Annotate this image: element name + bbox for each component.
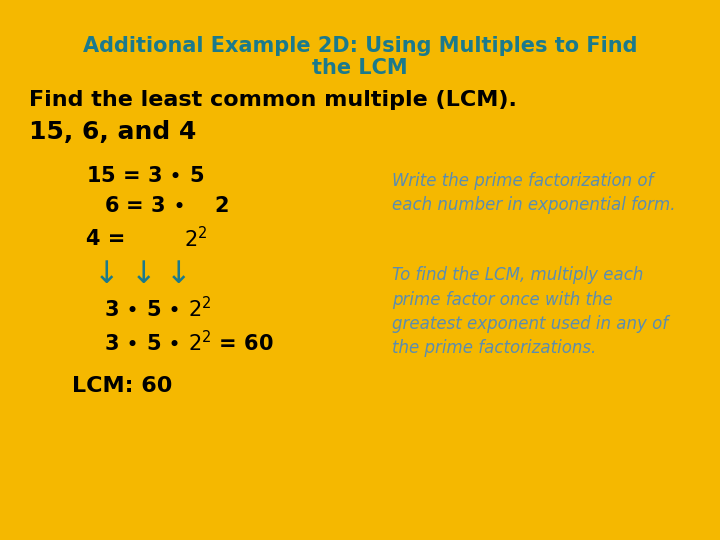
Text: $2^2$: $2^2$ [184,226,207,251]
Text: 4 =: 4 = [86,228,126,249]
Text: Write the prime factorization of: Write the prime factorization of [392,172,654,190]
Text: LCM: 60: LCM: 60 [72,376,172,396]
Text: Find the least common multiple (LCM).: Find the least common multiple (LCM). [29,90,517,110]
Text: To find the LCM, multiply each: To find the LCM, multiply each [392,266,644,285]
Text: 6 = 3 $\bullet$    2: 6 = 3 $\bullet$ 2 [104,196,230,217]
Text: greatest exponent used in any of: greatest exponent used in any of [392,315,669,333]
Text: ↓: ↓ [131,260,157,289]
Text: 15 = 3 $\bullet$ 5: 15 = 3 $\bullet$ 5 [86,165,204,186]
Text: ↓: ↓ [94,260,120,289]
Text: ↓: ↓ [166,260,192,289]
Text: each number in exponential form.: each number in exponential form. [392,196,676,214]
Text: 3 $\bullet$ 5 $\bullet$ $2^2$: 3 $\bullet$ 5 $\bullet$ $2^2$ [104,296,212,321]
Text: the LCM: the LCM [312,57,408,78]
Text: the prime factorizations.: the prime factorizations. [392,339,597,357]
Text: 3 $\bullet$ 5 $\bullet$ $2^2$ = 60: 3 $\bullet$ 5 $\bullet$ $2^2$ = 60 [104,330,274,355]
Text: 15, 6, and 4: 15, 6, and 4 [29,120,196,144]
Text: prime factor once with the: prime factor once with the [392,291,613,309]
Text: Additional Example 2D: Using Multiples to Find: Additional Example 2D: Using Multiples t… [83,36,637,56]
